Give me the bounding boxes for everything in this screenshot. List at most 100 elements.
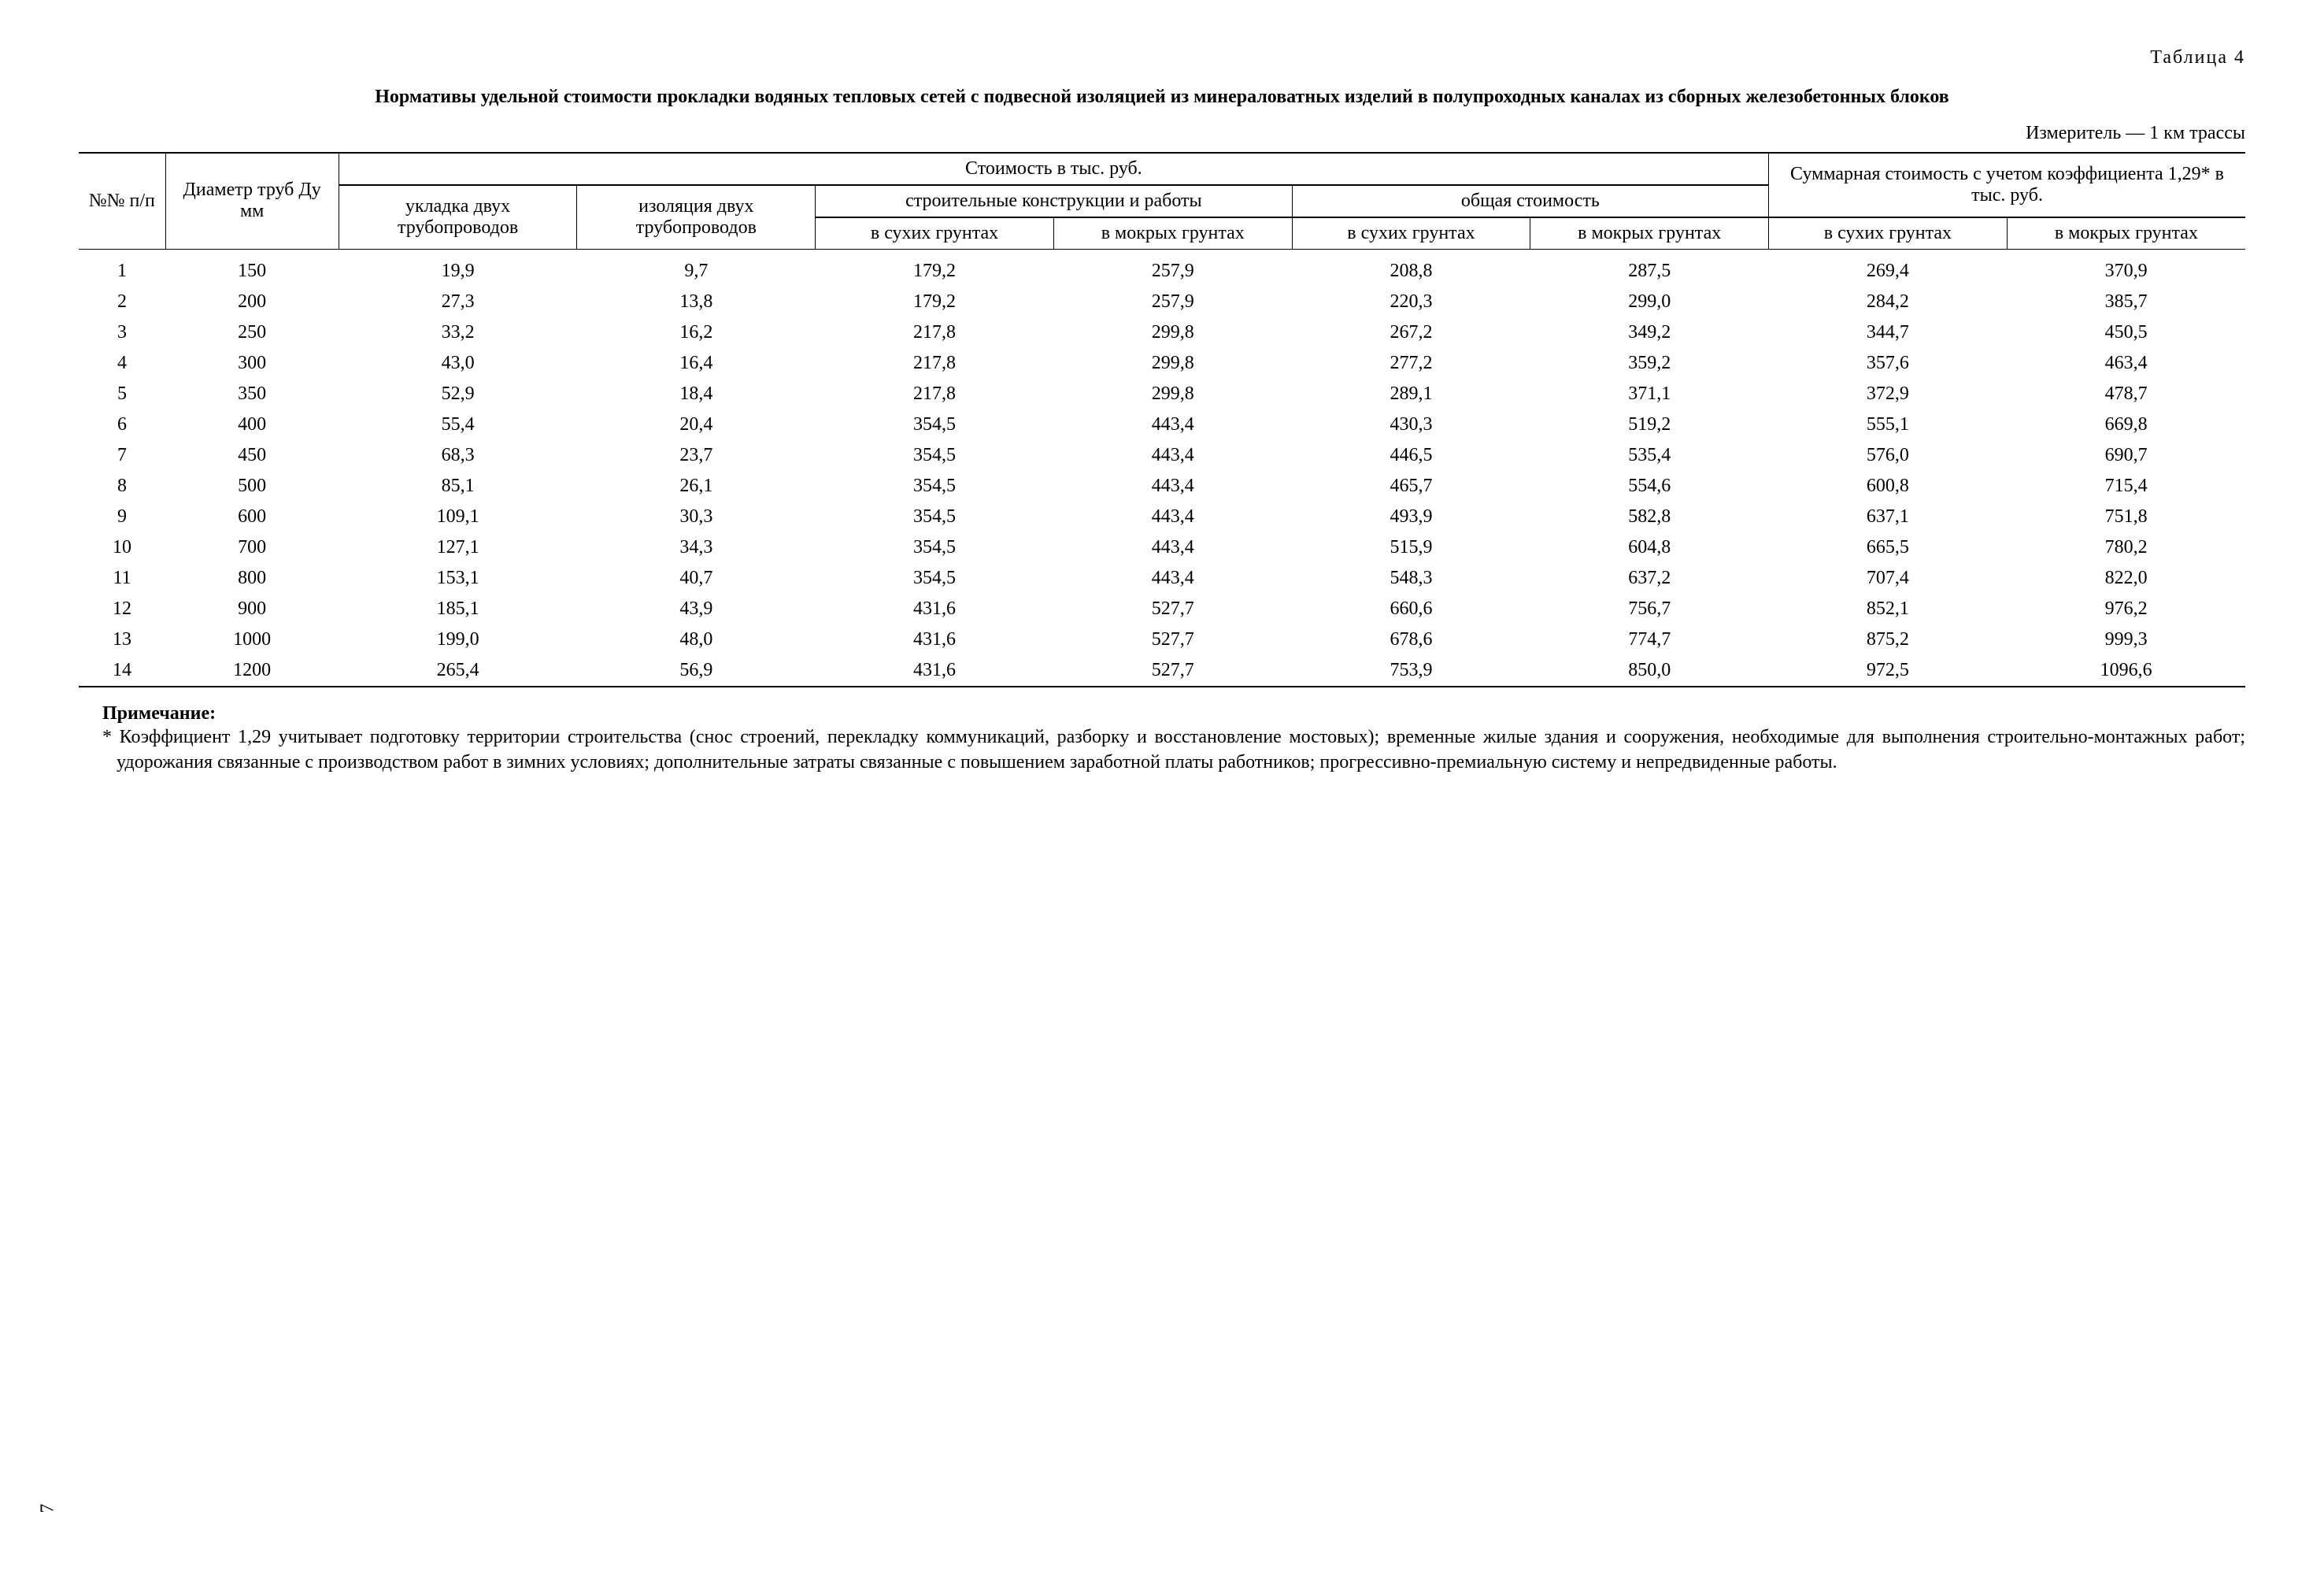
cell-tw: 850,0 [1530, 655, 1769, 687]
cell-iso: 16,2 [577, 317, 816, 348]
header-cost-group: Стоимость в тыс. руб. [339, 153, 1768, 185]
note-body: * Коэффициент 1,29 учитывает подготовку … [102, 724, 2245, 776]
cell-d: 350 [165, 379, 339, 409]
cell-lay: 185,1 [339, 594, 577, 624]
cell-cd: 354,5 [816, 409, 1054, 440]
cell-tw: 774,7 [1530, 624, 1769, 655]
note-title: Примечание: [102, 703, 2245, 724]
cell-tw: 287,5 [1530, 249, 1769, 287]
cell-sw: 751,8 [2007, 502, 2245, 532]
cell-sw: 976,2 [2007, 594, 2245, 624]
cell-tw: 582,8 [1530, 502, 1769, 532]
cell-n: 1 [79, 249, 165, 287]
cell-tw: 299,0 [1530, 287, 1769, 317]
cell-sd: 707,4 [1769, 563, 2008, 594]
cell-sw: 370,9 [2007, 249, 2245, 287]
cell-cw: 443,4 [1053, 532, 1292, 563]
cell-cw: 257,9 [1053, 287, 1292, 317]
cell-iso: 9,7 [577, 249, 816, 287]
cell-sd: 852,1 [1769, 594, 2008, 624]
table-row: 131000199,048,0431,6527,7678,6774,7875,2… [79, 624, 2245, 655]
cell-n: 9 [79, 502, 165, 532]
table-row: 11800153,140,7354,5443,4548,3637,2707,48… [79, 563, 2245, 594]
cell-sw: 385,7 [2007, 287, 2245, 317]
cell-td: 446,5 [1292, 440, 1530, 471]
cell-tw: 519,2 [1530, 409, 1769, 440]
cell-cw: 443,4 [1053, 502, 1292, 532]
cell-n: 14 [79, 655, 165, 687]
header-summary: Суммарная стоимость с учетом коэффициент… [1769, 153, 2245, 217]
cell-sd: 269,4 [1769, 249, 2008, 287]
cell-n: 4 [79, 348, 165, 379]
cell-n: 6 [79, 409, 165, 440]
cell-td: 267,2 [1292, 317, 1530, 348]
cell-iso: 56,9 [577, 655, 816, 687]
table-row: 141200265,456,9431,6527,7753,9850,0972,5… [79, 655, 2245, 687]
cell-sw: 780,2 [2007, 532, 2245, 563]
cell-td: 548,3 [1292, 563, 1530, 594]
cell-cd: 431,6 [816, 594, 1054, 624]
cell-sd: 637,1 [1769, 502, 2008, 532]
cell-d: 250 [165, 317, 339, 348]
cell-tw: 535,4 [1530, 440, 1769, 471]
cell-d: 400 [165, 409, 339, 440]
cell-cw: 299,8 [1053, 348, 1292, 379]
cell-sd: 665,5 [1769, 532, 2008, 563]
header-summary-wet: в мокрых грунтах [2007, 217, 2245, 250]
cell-td: 208,8 [1292, 249, 1530, 287]
cell-td: 678,6 [1292, 624, 1530, 655]
cell-td: 493,9 [1292, 502, 1530, 532]
cell-td: 289,1 [1292, 379, 1530, 409]
cell-lay: 109,1 [339, 502, 577, 532]
cell-d: 450 [165, 440, 339, 471]
cell-td: 430,3 [1292, 409, 1530, 440]
cell-sw: 669,8 [2007, 409, 2245, 440]
cell-sw: 450,5 [2007, 317, 2245, 348]
cell-d: 800 [165, 563, 339, 594]
header-num: №№ п/п [79, 153, 165, 250]
cell-sd: 555,1 [1769, 409, 2008, 440]
cell-sd: 875,2 [1769, 624, 2008, 655]
cell-sw: 690,7 [2007, 440, 2245, 471]
cell-cd: 217,8 [816, 348, 1054, 379]
cell-tw: 371,1 [1530, 379, 1769, 409]
table-row: 9600109,130,3354,5443,4493,9582,8637,175… [79, 502, 2245, 532]
cell-sd: 344,7 [1769, 317, 2008, 348]
cell-iso: 26,1 [577, 471, 816, 502]
cell-td: 515,9 [1292, 532, 1530, 563]
cell-cw: 527,7 [1053, 624, 1292, 655]
cell-n: 10 [79, 532, 165, 563]
cell-lay: 33,2 [339, 317, 577, 348]
cell-d: 600 [165, 502, 339, 532]
cell-iso: 23,7 [577, 440, 816, 471]
cell-lay: 153,1 [339, 563, 577, 594]
cell-tw: 349,2 [1530, 317, 1769, 348]
cell-cd: 217,8 [816, 379, 1054, 409]
cell-cd: 354,5 [816, 563, 1054, 594]
cell-d: 700 [165, 532, 339, 563]
cell-lay: 68,3 [339, 440, 577, 471]
cell-n: 7 [79, 440, 165, 471]
cell-td: 753,9 [1292, 655, 1530, 687]
measure-label: Измеритель — 1 км трассы [79, 123, 2245, 144]
cell-tw: 359,2 [1530, 348, 1769, 379]
header-total-dry: в сухих грунтах [1292, 217, 1530, 250]
table-row: 745068,323,7354,5443,4446,5535,4576,0690… [79, 440, 2245, 471]
cell-sd: 972,5 [1769, 655, 2008, 687]
table-body: 115019,99,7179,2257,9208,8287,5269,4370,… [79, 249, 2245, 687]
table-row: 850085,126,1354,5443,4465,7554,6600,8715… [79, 471, 2245, 502]
header-laying: укладка двух трубопроводов [339, 185, 577, 250]
header-diameter: Диаметр труб Ду мм [165, 153, 339, 250]
cell-lay: 265,4 [339, 655, 577, 687]
cell-iso: 30,3 [577, 502, 816, 532]
cell-cd: 354,5 [816, 440, 1054, 471]
cell-cd: 354,5 [816, 471, 1054, 502]
cell-n: 12 [79, 594, 165, 624]
table-label: Таблица 4 [79, 47, 2245, 69]
cell-cd: 354,5 [816, 502, 1054, 532]
cell-cd: 217,8 [816, 317, 1054, 348]
header-total-wet: в мокрых грунтах [1530, 217, 1769, 250]
cell-d: 200 [165, 287, 339, 317]
cell-cw: 299,8 [1053, 317, 1292, 348]
cell-cw: 443,4 [1053, 471, 1292, 502]
